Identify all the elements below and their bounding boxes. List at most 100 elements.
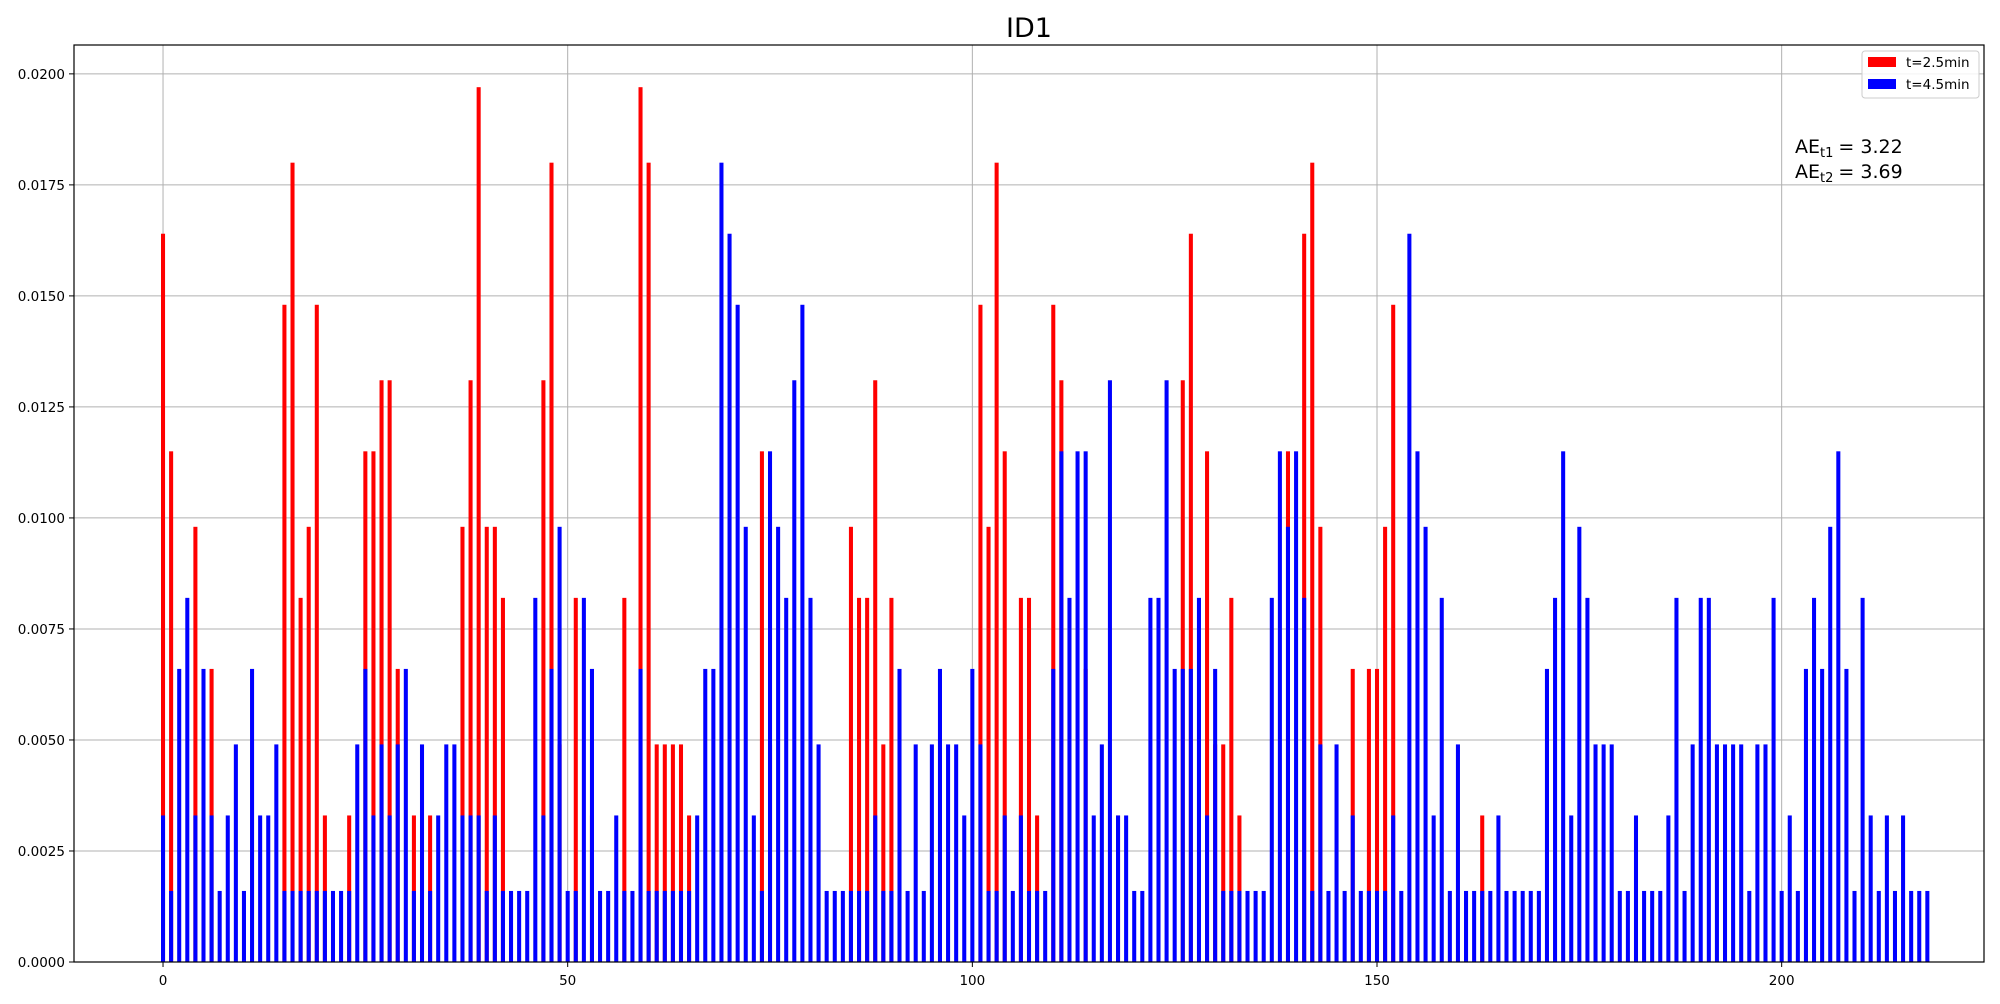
bar-series0-x37 — [460, 526, 465, 962]
bar-series0-x143 — [1318, 526, 1323, 962]
bar-series1-x9 — [233, 744, 238, 962]
bar-series1-x100 — [970, 668, 975, 962]
bar-series1-x88 — [873, 815, 878, 962]
bar-series1-x82 — [824, 890, 829, 962]
bar-series1-x113 — [1075, 451, 1080, 962]
bar-series1-x1 — [169, 890, 174, 962]
bar-series0-x132 — [1229, 597, 1234, 962]
bar-series1-x208 — [1844, 668, 1849, 962]
y-tick-label-1: 0.0025 — [18, 844, 65, 860]
bar-series0-x18 — [306, 526, 311, 962]
bar-series0-x90 — [889, 597, 894, 962]
bar-series1-x46 — [533, 597, 538, 962]
bar-series1-x215 — [1901, 815, 1906, 962]
bar-series1-x87 — [865, 890, 870, 962]
bar-series1-x56 — [614, 815, 619, 962]
bar-series1-x13 — [266, 815, 271, 962]
bar-series1-x61 — [654, 890, 659, 962]
bar-series1-x4 — [193, 815, 198, 962]
bar-series1-x78 — [792, 380, 797, 962]
bar-series1-x164 — [1488, 890, 1493, 962]
bar-series0-x41 — [492, 526, 497, 962]
bar-series1-x8 — [225, 815, 230, 962]
bar-series0-x127 — [1188, 233, 1193, 962]
y-tick-label-0: 0.0000 — [18, 955, 65, 971]
bar-series1-x53 — [589, 668, 594, 962]
legend-label-t4-5min: t=4.5min — [1906, 77, 1970, 93]
bar-series1-x187 — [1674, 597, 1679, 962]
bar-series0-x17 — [298, 597, 303, 962]
bar-series1-x86 — [857, 890, 862, 962]
bar-series0-x103 — [994, 162, 999, 962]
bar-series1-x32 — [419, 744, 425, 962]
bar-series1-x94 — [921, 890, 926, 962]
bar-series1-x209 — [1852, 890, 1857, 962]
bar-series1-x55 — [606, 890, 611, 962]
bar-series0-x149 — [1366, 668, 1371, 962]
bar-series1-x71 — [735, 304, 740, 962]
bar-series0-x142 — [1310, 162, 1315, 962]
bar-series1-x26 — [371, 815, 376, 962]
bar-series1-x168 — [1520, 890, 1525, 962]
bar-series1-x0 — [161, 815, 166, 962]
bar-series0-x4 — [193, 526, 198, 962]
bar-series0-x26 — [371, 451, 376, 962]
bar-series1-x38 — [468, 815, 473, 962]
bar-series1-x143 — [1318, 744, 1323, 962]
bar-series1-x80 — [808, 597, 813, 962]
bar-series1-x30 — [403, 668, 408, 962]
bar-series1-x98 — [954, 744, 959, 962]
bar-series1-x59 — [638, 668, 643, 962]
bar-series1-x192 — [1714, 744, 1719, 962]
bar-series1-x72 — [743, 526, 748, 962]
bar-series1-x41 — [492, 815, 497, 962]
chart-title: ID1 — [1006, 13, 1052, 44]
bar-series1-x207 — [1836, 451, 1841, 962]
bar-series1-x212 — [1876, 890, 1881, 962]
bar-series1-x89 — [881, 890, 886, 962]
bar-series1-x47 — [541, 815, 546, 962]
bar-series0-x63 — [670, 744, 675, 962]
bar-series1-x197 — [1755, 744, 1760, 962]
bar-series1-x174 — [1569, 815, 1574, 962]
bar-series1-x31 — [411, 890, 416, 962]
bar-series1-x128 — [1196, 597, 1201, 962]
bar-series1-x58 — [630, 890, 635, 962]
bar-series1-x73 — [751, 815, 756, 962]
bar-series1-x157 — [1431, 815, 1436, 962]
bar-series1-x15 — [282, 890, 287, 962]
bar-series1-x24 — [355, 744, 360, 962]
bar-series1-x108 — [1035, 890, 1040, 962]
bar-series1-x182 — [1633, 815, 1639, 962]
bar-series1-x51 — [573, 890, 578, 962]
bar-series1-x95 — [929, 744, 934, 962]
series-1 — [161, 162, 1930, 962]
bar-series1-x12 — [258, 815, 263, 962]
bar-series1-x213 — [1884, 815, 1889, 962]
bar-series1-x149 — [1366, 890, 1371, 962]
bar-series0-x31 — [411, 815, 416, 962]
bar-series0-x38 — [468, 380, 473, 962]
bar-series0-x87 — [865, 597, 870, 962]
bar-series1-x57 — [622, 890, 627, 962]
bar-series0-x16 — [290, 162, 295, 962]
bar-series1-x79 — [800, 304, 805, 962]
bar-series1-x214 — [1892, 890, 1897, 962]
bar-series1-x153 — [1399, 890, 1404, 962]
bar-series1-x48 — [549, 668, 554, 962]
bar-series1-x52 — [581, 597, 586, 962]
bar-series0-x23 — [347, 815, 352, 962]
bar-series1-x93 — [913, 744, 918, 962]
bar-series1-x45 — [525, 890, 530, 962]
bar-series1-x107 — [1026, 890, 1032, 962]
bar-series1-x22 — [339, 890, 344, 962]
bar-series1-x142 — [1310, 890, 1315, 962]
bars — [161, 87, 1930, 962]
series-0 — [161, 87, 1485, 962]
bar-series1-x17 — [298, 890, 303, 962]
bar-series1-x201 — [1787, 815, 1792, 962]
plot-frame — [73, 44, 1985, 963]
bar-series1-x211 — [1868, 815, 1873, 962]
